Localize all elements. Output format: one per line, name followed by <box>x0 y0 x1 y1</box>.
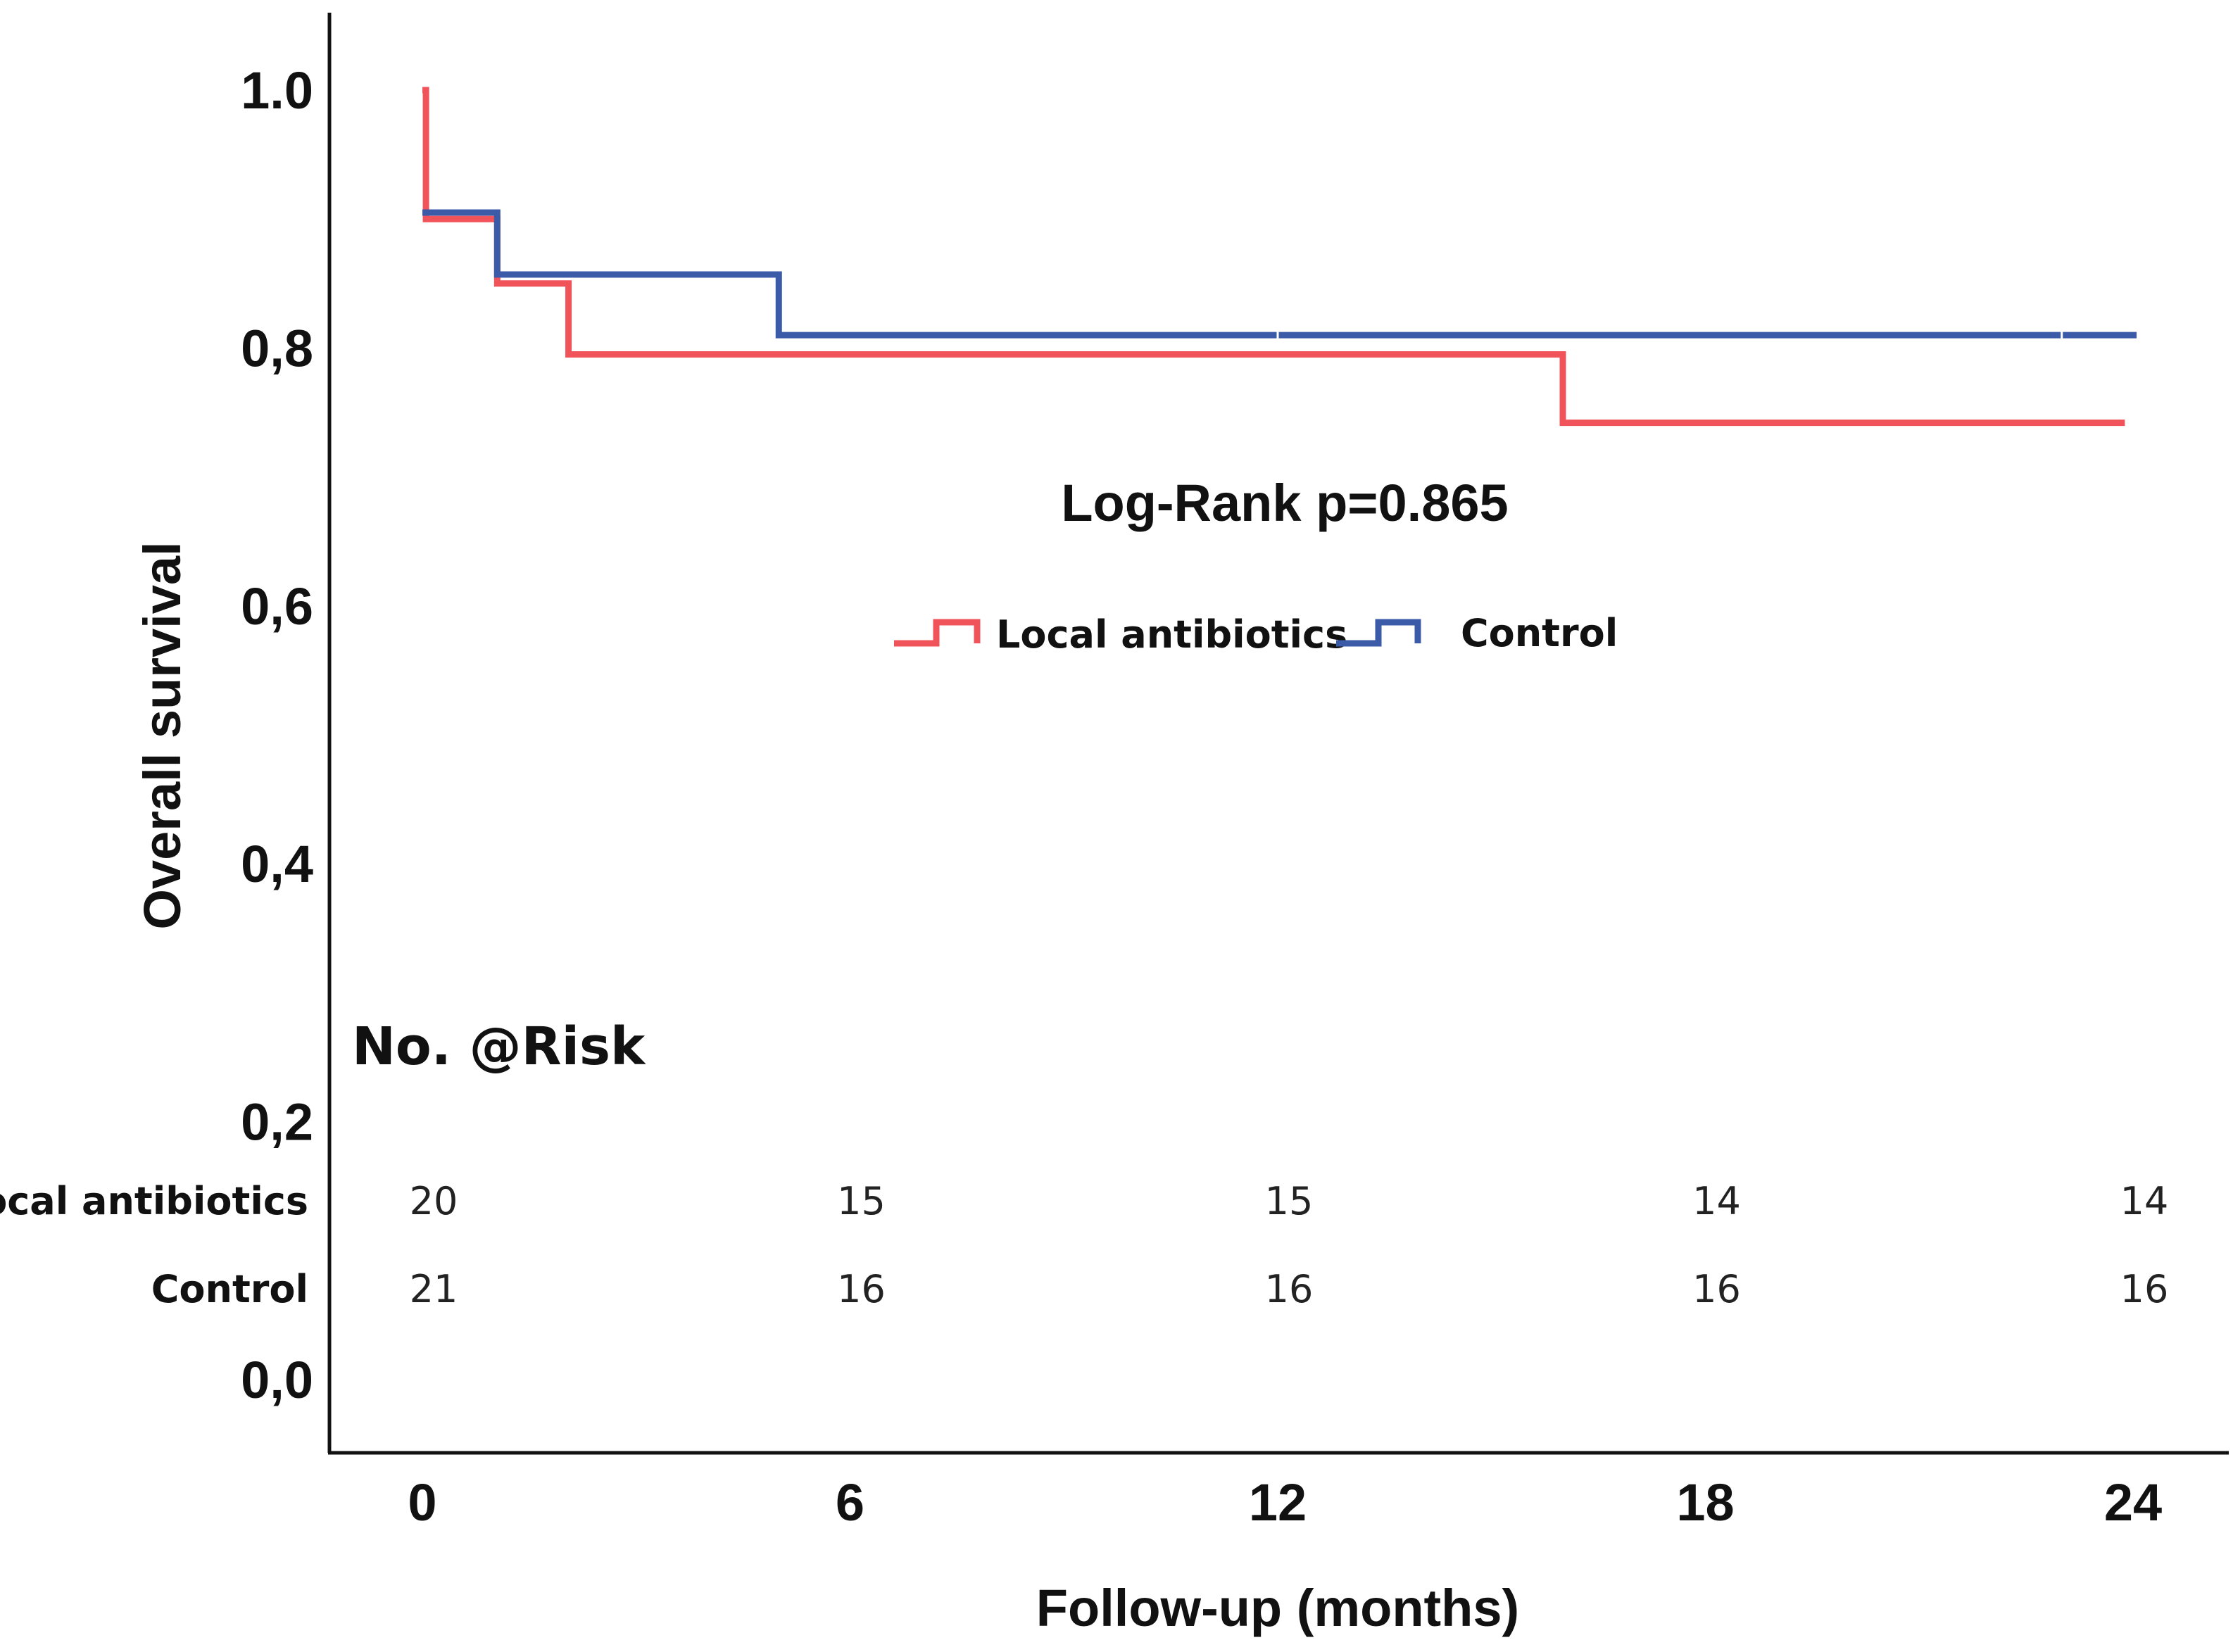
y-tick-label: 0,4 <box>241 835 313 893</box>
risk-row-label-control: Control <box>151 1267 308 1311</box>
risk-values: 20 15 15 14 14 21 16 16 16 16 <box>410 1179 2169 1311</box>
risk-value: 15 <box>837 1179 886 1223</box>
x-tick-label: 18 <box>1676 1473 1734 1532</box>
y-tick-labels: 1.0 0,8 0,6 0,4 0,2 0,0 <box>241 61 313 1409</box>
legend: Local antibiotics Control <box>894 611 1618 657</box>
y-tick-label: 0,8 <box>241 319 313 377</box>
series-layer <box>422 87 2137 428</box>
risk-value: 20 <box>410 1179 458 1223</box>
y-tick-label: 0,6 <box>241 577 313 636</box>
x-tick-label: 12 <box>1249 1473 1307 1532</box>
risk-value: 16 <box>1692 1267 1741 1311</box>
risk-value: 16 <box>1265 1267 1314 1311</box>
legend-label-local-antibiotics: Local antibiotics <box>996 612 1347 657</box>
risk-value: 14 <box>1692 1179 1741 1223</box>
risk-value: 15 <box>1265 1179 1314 1223</box>
y-tick-label: 1.0 <box>241 61 313 120</box>
y-tick-label: 0,2 <box>241 1093 313 1152</box>
legend-swatch-local-antibiotics <box>894 619 981 647</box>
legend-swatch-control <box>1336 619 1421 647</box>
x-axis-title: Follow-up (months) <box>1036 1579 1519 1637</box>
series-line-local-antibiotics <box>422 87 2126 427</box>
risk-value: 21 <box>410 1267 458 1311</box>
log-rank-annotation: Log-Rank p=0.865 <box>1061 474 1508 532</box>
x-tick-label: 6 <box>836 1473 864 1532</box>
risk-value: 16 <box>2120 1267 2169 1311</box>
y-axis-title: Overall survival <box>133 541 191 929</box>
risk-row-label-local-antibiotics: Local antibiotics <box>0 1179 308 1223</box>
risk-table: No. @Risk Local antibiotics Control 20 15… <box>0 1016 2168 1311</box>
series-line-control <box>422 209 2137 339</box>
y-tick-label: 0,0 <box>241 1351 313 1409</box>
x-tick-labels: 0 6 12 18 24 <box>408 1473 2162 1532</box>
risk-table-title: No. @Risk <box>352 1016 646 1077</box>
legend-label-control: Control <box>1461 611 1618 655</box>
risk-value: 16 <box>837 1267 886 1311</box>
risk-value: 14 <box>2120 1179 2169 1223</box>
x-tick-label: 0 <box>408 1473 436 1532</box>
x-tick-label: 24 <box>2104 1473 2162 1532</box>
